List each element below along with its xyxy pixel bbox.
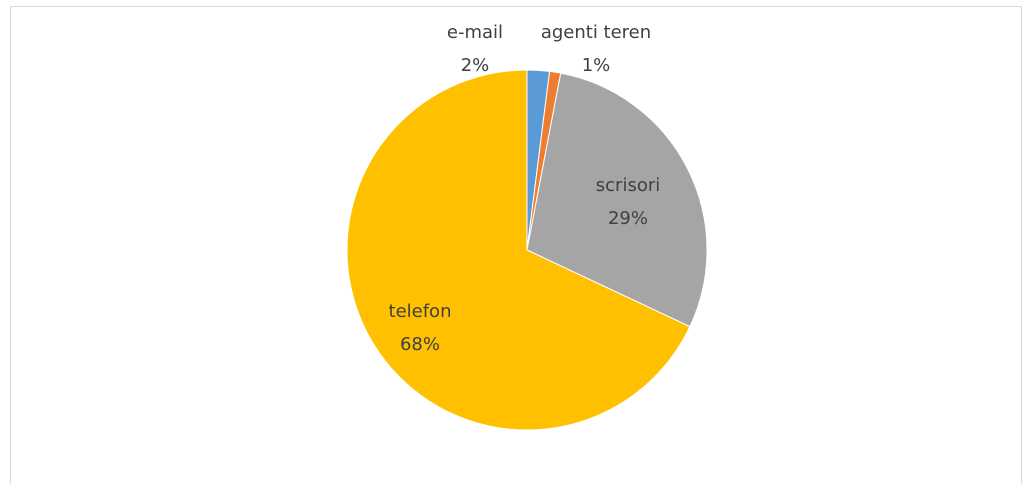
- slice-category-label: scrisori: [596, 175, 660, 196]
- slice-category-label: agenti teren: [541, 22, 651, 43]
- slice-category-label: e-mail: [447, 22, 503, 43]
- slice-value-label: 2%: [461, 55, 490, 76]
- slice-value-label: 29%: [608, 208, 648, 229]
- pie-slice: [346, 69, 691, 431]
- slice-value-label: 68%: [400, 334, 440, 355]
- slice-category-label: telefon: [389, 301, 452, 322]
- pie-slice: [526, 72, 708, 328]
- slice-value-label: 1%: [582, 55, 611, 76]
